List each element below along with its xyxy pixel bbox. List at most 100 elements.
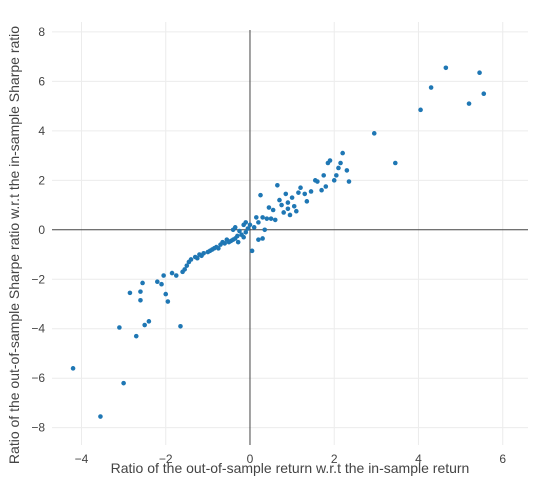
- data-point: [466, 101, 472, 106]
- data-point: [188, 257, 194, 262]
- data-point: [281, 210, 286, 215]
- data-point: [163, 291, 169, 297]
- data-point: [315, 179, 320, 184]
- data-point: [346, 179, 352, 184]
- y-tick-label: 8: [38, 25, 45, 39]
- data-point: [178, 323, 183, 329]
- data-point: [270, 207, 276, 213]
- data-point: [216, 246, 221, 251]
- data-point: [201, 250, 206, 256]
- data-point: [340, 150, 345, 156]
- data-point: [159, 281, 164, 287]
- data-point: [272, 217, 278, 223]
- data-point: [277, 197, 282, 203]
- data-point: [243, 229, 249, 235]
- data-point: [477, 70, 482, 76]
- data-point: [428, 85, 434, 90]
- data-point: [254, 215, 259, 220]
- data-point: [279, 202, 284, 208]
- data-point: [304, 199, 310, 204]
- data-point: [418, 107, 423, 113]
- data-point: [127, 290, 133, 296]
- x-tick-labels: −4 −2 0 2 4 6: [75, 452, 507, 466]
- data-point: [285, 200, 291, 205]
- y-axis-title: Ratio of the out-of-sample Sharpe ratio …: [6, 26, 22, 464]
- data-point: [117, 325, 122, 330]
- data-point: [245, 226, 251, 231]
- data-point: [140, 280, 145, 286]
- data-point: [283, 191, 289, 197]
- y-tick-label: 0: [38, 223, 45, 237]
- data-point: [165, 299, 171, 304]
- y-tick-label: 4: [38, 124, 45, 138]
- data-point: [232, 225, 238, 230]
- data-point: [327, 158, 333, 163]
- data-point: [138, 289, 143, 294]
- data-point: [161, 273, 166, 278]
- data-point: [138, 297, 143, 303]
- x-tick-label: −4: [75, 452, 89, 466]
- data-point: [393, 160, 398, 166]
- data-point: [323, 184, 329, 189]
- y-tick-label: −6: [31, 371, 45, 385]
- data-point: [249, 248, 255, 254]
- data-point: [184, 263, 190, 268]
- x-tick-label: 2: [331, 452, 338, 466]
- data-point: [241, 234, 246, 240]
- data-point: [247, 222, 253, 228]
- data-point: [275, 182, 280, 188]
- data-point: [294, 208, 299, 214]
- data-point: [222, 241, 228, 246]
- y-tick-label: −2: [31, 272, 45, 286]
- data-point: [70, 366, 76, 371]
- data-point: [133, 333, 139, 339]
- data-point: [258, 192, 263, 198]
- data-point: [256, 220, 261, 225]
- x-tick-label: 4: [415, 452, 422, 466]
- data-point: [296, 190, 301, 195]
- data-point: [121, 380, 126, 386]
- data-point: [266, 205, 272, 210]
- data-point: [268, 216, 274, 221]
- data-point: [371, 131, 377, 136]
- data-point: [98, 414, 103, 419]
- data-point: [285, 206, 291, 212]
- y-tick-label: 2: [38, 173, 45, 187]
- data-point: [237, 228, 242, 234]
- data-point: [331, 178, 337, 183]
- data-point: [182, 267, 187, 272]
- grid-lines: [52, 22, 528, 445]
- data-point: [235, 239, 241, 245]
- data-point: [336, 165, 341, 171]
- data-point: [169, 270, 175, 276]
- data-point: [262, 227, 268, 233]
- data-point: [260, 215, 265, 220]
- data-point: [319, 187, 324, 193]
- x-tick-label: 6: [499, 452, 506, 466]
- data-point: [298, 185, 303, 191]
- data-point: [289, 195, 295, 200]
- data-point: [195, 255, 200, 261]
- zero-lines: [52, 30, 528, 445]
- x-tick-label: 0: [247, 452, 254, 466]
- data-point: [344, 168, 350, 173]
- data-points: [70, 65, 487, 419]
- data-point: [260, 236, 265, 241]
- data-point: [243, 220, 249, 225]
- data-point: [291, 203, 297, 209]
- data-point: [321, 173, 326, 178]
- y-tick-labels: −8 −6 −4 −2 0 2 4 6 8: [31, 25, 45, 435]
- data-point: [146, 319, 152, 324]
- data-point: [287, 212, 293, 218]
- x-axis-title: Ratio of the out-of-sample return w.r.t …: [111, 460, 470, 476]
- data-point: [173, 273, 179, 278]
- data-point: [264, 216, 270, 221]
- data-point: [302, 191, 308, 197]
- data-point: [338, 160, 343, 166]
- y-tick-label: −8: [31, 421, 45, 435]
- data-point: [256, 237, 261, 242]
- data-point: [155, 279, 160, 285]
- data-point: [235, 233, 240, 239]
- data-point: [443, 65, 449, 71]
